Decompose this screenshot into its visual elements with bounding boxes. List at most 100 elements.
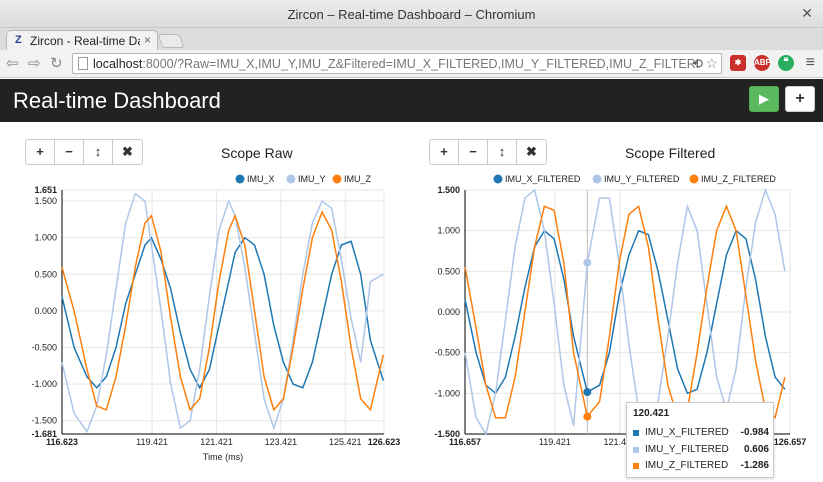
window-close-icon[interactable]: ✕ — [801, 5, 813, 21]
forward-icon[interactable]: ⇨ — [28, 55, 41, 72]
series-line-imu-y-filtered — [464, 187, 786, 437]
close-panel-button[interactable]: ✖ — [526, 144, 537, 159]
tabstrip: Z Zircon - Real-time Das × — [0, 28, 823, 50]
y-tick-label: 1.500 — [437, 185, 460, 195]
series-line-imu-z-filtered — [464, 204, 786, 420]
address-bar[interactable]: localhost:8000/?Raw=IMU_X,IMU_Y,IMU_Z&Fi… — [72, 53, 722, 74]
y-tick-label: -1.500 — [434, 429, 460, 439]
legend-swatch — [235, 174, 245, 184]
y-tick-label: -1.681 — [31, 429, 57, 439]
plus-icon: + — [795, 90, 805, 107]
legend-label: IMU_Y_FILTERED — [604, 174, 680, 184]
browser-tab[interactable]: Z Zircon - Real-time Das × — [6, 30, 158, 50]
adblock-icon[interactable]: ABP — [754, 55, 771, 71]
y-tick-label: 0.000 — [437, 307, 460, 317]
bookmark-star-icon[interactable]: ☆ — [705, 55, 718, 71]
y-tick-label: 0.000 — [34, 306, 57, 316]
url-path: :8000/?Raw=IMU_X,IMU_Y,IMU_Z&Filtered=IM… — [142, 57, 698, 71]
hover-point — [583, 258, 592, 267]
filtered-panel-title: Scope Filtered — [625, 145, 716, 161]
y-tick-label: 1.500 — [34, 196, 57, 206]
tooltip-series-value: 0.606 — [743, 444, 769, 455]
window-titlebar: Zircon – Real-time Dashboard – Chromium … — [0, 0, 823, 28]
reload-icon[interactable]: ↻ — [50, 55, 63, 72]
hover-point — [583, 388, 592, 397]
legend-swatch — [493, 174, 503, 184]
y-tick-label: -1.000 — [31, 379, 57, 389]
page-action-icon[interactable]: ⟲ — [692, 56, 703, 71]
legend-label: IMU_X — [247, 174, 275, 184]
zoom-out-button[interactable]: − — [55, 140, 84, 164]
play-button[interactable]: ▶ — [749, 86, 779, 112]
legend-label: IMU_Z_FILTERED — [701, 174, 776, 184]
tab-close-icon[interactable]: × — [143, 33, 151, 47]
legend-swatch — [332, 174, 342, 184]
x-tick-label: 126.623 — [368, 437, 401, 447]
page-icon — [78, 57, 88, 70]
x-tick-label: 119.421 — [136, 437, 168, 447]
y-tick-label: 0.500 — [34, 269, 57, 279]
x-tick-label: 121.421 — [604, 437, 637, 447]
series-line-imu-x — [61, 236, 385, 390]
legend-swatch — [689, 174, 699, 184]
autoscale-button[interactable]: ↕ — [488, 140, 517, 164]
tooltip-series-name: IMU_X_FILTERED — [645, 427, 729, 438]
tooltip-series-name: IMU_Y_FILTERED — [645, 444, 729, 455]
tooltip-series-name: IMU_Z_FILTERED — [645, 460, 729, 471]
y-tick-label: -1.000 — [434, 388, 460, 398]
x-axis-title: Time (ms) — [203, 452, 243, 462]
play-icon: ▶ — [759, 91, 769, 106]
tooltip-row: IMU_X_FILTERED -0.984 — [633, 427, 769, 440]
y-tick-label: 1.651 — [34, 185, 57, 195]
tooltip-series-value: -0.984 — [740, 427, 769, 438]
tooltip-series-value: -1.286 — [740, 460, 769, 471]
filtered-panel-controls: + − ↕ ✖ — [429, 139, 547, 165]
close-panel-button[interactable]: ✖ — [122, 144, 133, 159]
hover-point — [583, 412, 592, 421]
tooltip-swatch — [633, 447, 639, 453]
x-tick-label: 116.623 — [46, 437, 78, 447]
chrome-menu-icon[interactable]: ≡ — [805, 54, 815, 71]
x-tick-label: 125.421 — [329, 437, 362, 447]
chart-tooltip: 120.421 IMU_X_FILTERED -0.984 IMU_Y_FILT… — [626, 402, 774, 478]
page-title: Real-time Dashboard — [13, 88, 221, 113]
tooltip-swatch — [633, 463, 639, 469]
x-tick-label: 116.657 — [449, 437, 481, 447]
tooltip-swatch — [633, 430, 639, 436]
quote-extension-icon[interactable]: ❝ — [778, 55, 794, 71]
zoom-in-button[interactable]: + — [430, 140, 459, 164]
x-tick-label: 119.421 — [539, 437, 571, 447]
filtered-chart[interactable]: 1.5001.0000.5000.000-0.500-1.000-1.50011… — [434, 174, 806, 447]
series-line-imu-y — [61, 192, 384, 434]
tooltip-row: IMU_Y_FILTERED 0.606 — [633, 444, 769, 457]
series-line-imu-x-filtered — [464, 229, 786, 395]
extension-badge-icon[interactable]: ✱ — [730, 55, 746, 71]
x-tick-label: 123.421 — [265, 437, 298, 447]
series-line-imu-z — [61, 210, 385, 412]
raw-panel-title: Scope Raw — [221, 145, 293, 161]
zoom-out-button[interactable]: − — [459, 140, 488, 164]
y-tick-label: 1.000 — [34, 233, 57, 243]
app-header: Real-time Dashboard — [0, 79, 823, 122]
autoscale-button[interactable]: ↕ — [84, 140, 113, 164]
url-text[interactable]: localhost:8000/?Raw=IMU_X,IMU_Y,IMU_Z&Fi… — [93, 57, 698, 71]
y-tick-label: -1.500 — [31, 416, 57, 426]
legend-swatch — [592, 174, 602, 184]
back-icon[interactable]: ⇦ — [6, 55, 19, 72]
zoom-in-button[interactable]: + — [26, 140, 55, 164]
x-tick-label: 121.421 — [200, 437, 233, 447]
legend-label: IMU_X_FILTERED — [505, 174, 581, 184]
raw-panel-controls: + − ↕ ✖ — [25, 139, 143, 165]
y-tick-label: -0.500 — [434, 348, 460, 358]
url-host: localhost — [93, 57, 143, 71]
y-tick-label: -0.500 — [31, 343, 57, 353]
tooltip-row: IMU_Z_FILTERED -1.286 — [633, 460, 769, 473]
tab-label: Zircon - Real-time Das — [30, 34, 140, 48]
legend-label: IMU_Y — [298, 174, 326, 184]
zircon-favicon-icon: Z — [15, 34, 22, 46]
y-tick-label: 1.000 — [437, 226, 460, 236]
y-tick-label: 0.500 — [437, 266, 460, 276]
add-panel-button[interactable]: + — [785, 86, 815, 112]
